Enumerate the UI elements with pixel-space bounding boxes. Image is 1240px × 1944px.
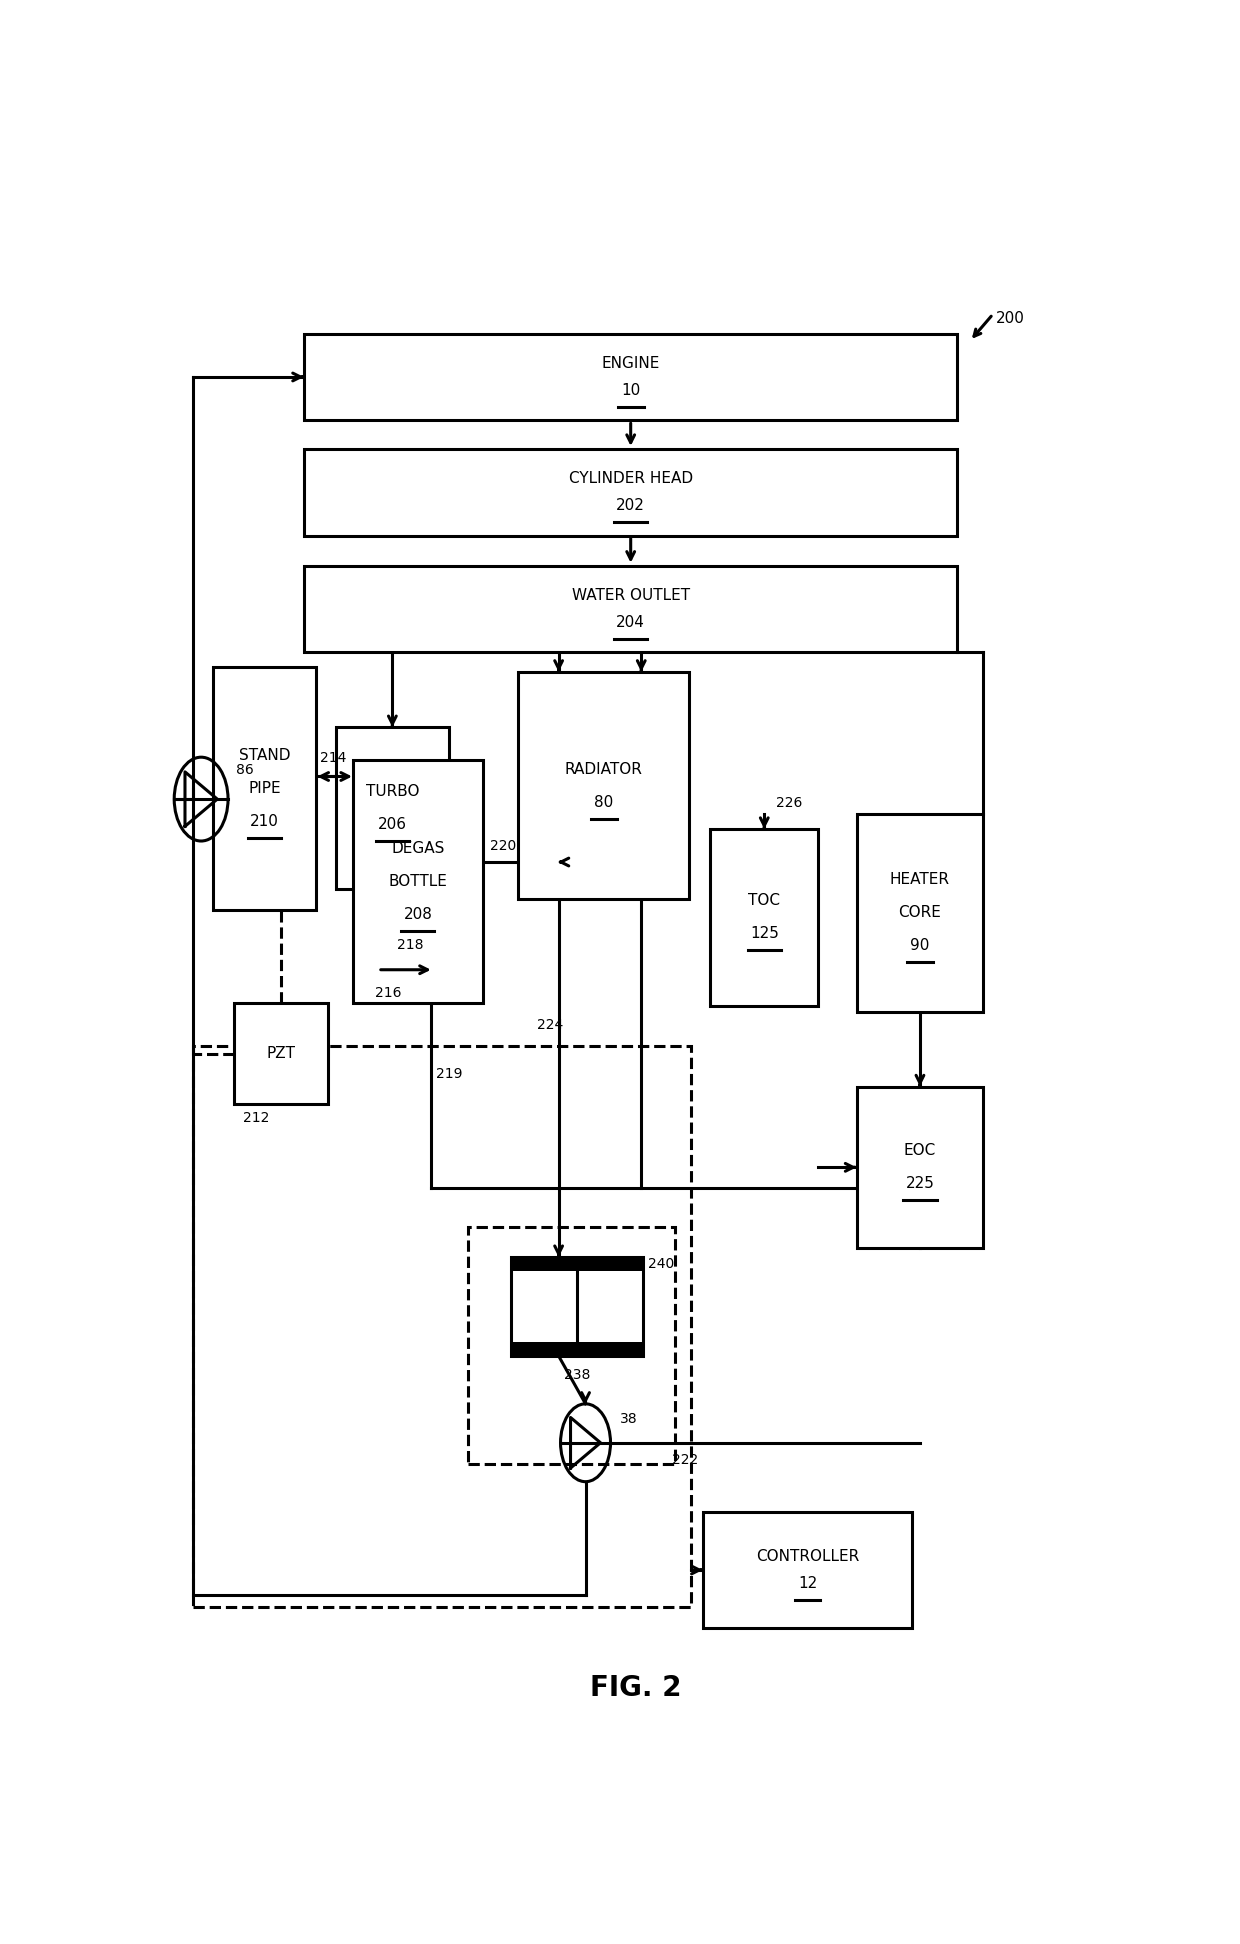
Text: TURBO: TURBO: [366, 783, 419, 799]
Text: TOC: TOC: [748, 894, 780, 908]
Text: CYLINDER HEAD: CYLINDER HEAD: [569, 470, 693, 486]
Text: DEGAS: DEGAS: [391, 842, 444, 855]
Text: 224: 224: [537, 1019, 564, 1032]
Text: 222: 222: [672, 1452, 698, 1466]
Text: 226: 226: [776, 795, 802, 809]
Text: 218: 218: [397, 937, 424, 953]
FancyBboxPatch shape: [511, 1343, 644, 1357]
FancyBboxPatch shape: [304, 334, 957, 420]
Text: 212: 212: [243, 1112, 270, 1126]
Text: STAND: STAND: [239, 748, 290, 764]
Text: 216: 216: [374, 986, 402, 999]
Text: BOTTLE: BOTTLE: [388, 875, 448, 888]
FancyBboxPatch shape: [511, 1258, 644, 1357]
Text: 90: 90: [910, 939, 930, 953]
Text: 240: 240: [649, 1258, 675, 1271]
Text: EOC: EOC: [904, 1143, 936, 1159]
Text: 80: 80: [594, 795, 614, 809]
FancyBboxPatch shape: [857, 1087, 983, 1248]
FancyBboxPatch shape: [304, 566, 957, 653]
FancyBboxPatch shape: [511, 1258, 644, 1271]
FancyBboxPatch shape: [234, 1003, 327, 1104]
Text: 238: 238: [564, 1369, 590, 1382]
Text: WATER OUTLET: WATER OUTLET: [572, 587, 689, 603]
Text: 38: 38: [620, 1411, 637, 1427]
Text: PZT: PZT: [267, 1046, 295, 1061]
Text: PIPE: PIPE: [248, 781, 281, 797]
FancyBboxPatch shape: [703, 1512, 913, 1629]
Text: 210: 210: [250, 815, 279, 828]
Text: CONTROLLER: CONTROLLER: [756, 1549, 859, 1565]
FancyBboxPatch shape: [304, 449, 957, 537]
Text: 206: 206: [378, 816, 407, 832]
Text: RADIATOR: RADIATOR: [565, 762, 642, 778]
Text: 10: 10: [621, 383, 640, 399]
FancyBboxPatch shape: [711, 828, 818, 1005]
Text: ENGINE: ENGINE: [601, 356, 660, 371]
Text: 214: 214: [320, 750, 347, 764]
Text: HEATER: HEATER: [890, 873, 950, 886]
Text: CORE: CORE: [899, 906, 941, 920]
FancyBboxPatch shape: [518, 673, 689, 900]
FancyBboxPatch shape: [213, 667, 316, 910]
Text: 208: 208: [403, 906, 433, 921]
FancyBboxPatch shape: [336, 727, 449, 888]
Text: 219: 219: [435, 1067, 463, 1081]
Text: 225: 225: [905, 1176, 935, 1192]
Text: 12: 12: [797, 1577, 817, 1590]
Text: 125: 125: [750, 927, 779, 941]
Text: 204: 204: [616, 614, 645, 630]
Text: 200: 200: [996, 311, 1024, 327]
Text: 220: 220: [490, 840, 517, 853]
FancyBboxPatch shape: [353, 760, 482, 1003]
Text: FIG. 2: FIG. 2: [590, 1674, 681, 1703]
FancyBboxPatch shape: [857, 815, 983, 1011]
Text: 202: 202: [616, 498, 645, 513]
Text: 86: 86: [236, 762, 253, 778]
